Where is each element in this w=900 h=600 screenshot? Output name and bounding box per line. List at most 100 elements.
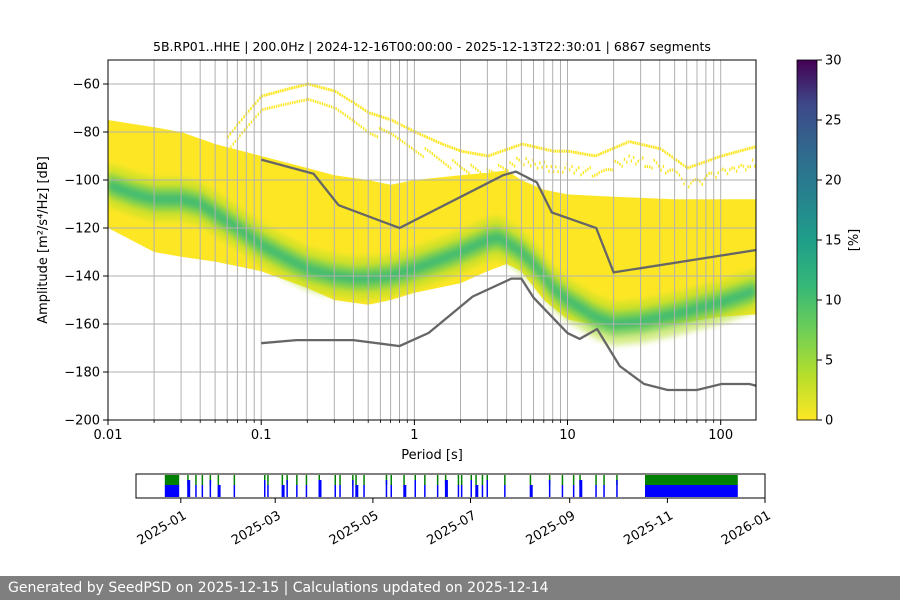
heatmap-sparse-cell bbox=[644, 165, 646, 169]
heatmap-sparse-cell bbox=[442, 142, 444, 146]
timeline-segment-tick bbox=[385, 480, 388, 497]
heatmap-sparse-cell bbox=[324, 103, 326, 107]
heatmap-sparse-cell bbox=[671, 155, 673, 159]
heatmap-sparse-cell bbox=[376, 135, 378, 139]
heatmap-sparse-cell bbox=[716, 155, 719, 159]
heatmap-sparse-cell bbox=[737, 149, 740, 153]
heatmap-sparse-cell bbox=[648, 144, 650, 148]
heatmap-sparse-cell bbox=[517, 143, 520, 147]
heatmap-sparse-cell bbox=[500, 165, 502, 169]
heatmap-sparse-cell bbox=[545, 148, 547, 151]
heatmap-sparse-cell bbox=[243, 128, 246, 132]
heatmap-sparse-cell bbox=[581, 152, 584, 156]
heatmap-sparse-cell bbox=[642, 156, 644, 160]
heatmap-sparse-cell bbox=[539, 161, 541, 165]
heatmap-sparse-cell bbox=[362, 107, 364, 111]
heatmap-sparse-cell bbox=[346, 115, 349, 119]
heatmap-sparse-cell bbox=[484, 174, 486, 178]
timeline-availability-tick bbox=[436, 475, 439, 485]
timeline-availability-tick bbox=[457, 475, 460, 485]
heatmap-sparse-cell bbox=[579, 151, 582, 155]
timeline-tick-label: 2026-01 bbox=[719, 508, 774, 548]
heatmap-sparse-cell bbox=[477, 169, 479, 172]
colorbar-tick-label: 25 bbox=[825, 114, 842, 129]
heatmap-sparse-cell bbox=[733, 151, 735, 155]
heatmap-sparse-cell bbox=[229, 132, 232, 136]
heatmap-sparse-cell bbox=[655, 161, 658, 165]
heatmap-sparse-cell bbox=[234, 139, 237, 143]
timeline-segment-tick bbox=[264, 480, 266, 497]
heatmap-sparse-cell bbox=[452, 158, 454, 162]
heatmap-sparse-cell bbox=[620, 143, 623, 147]
x-tick-label: 100 bbox=[708, 428, 733, 443]
heatmap-sparse-cell bbox=[646, 165, 649, 168]
heatmap-sparse-cell bbox=[279, 89, 282, 93]
heatmap-sparse-cell bbox=[268, 92, 271, 96]
heatmap-sparse-cell bbox=[321, 86, 323, 90]
heatmap-sparse-cell bbox=[227, 135, 229, 139]
timeline-segment-tick bbox=[296, 485, 298, 497]
heatmap-sparse-cell bbox=[689, 165, 692, 169]
heatmap-sparse-cell bbox=[375, 113, 378, 117]
heatmap-sparse-cell bbox=[243, 115, 245, 119]
heatmap-sparse-cell bbox=[411, 146, 413, 150]
heatmap-sparse-cell bbox=[378, 114, 380, 118]
heatmap-sparse-cell bbox=[262, 108, 264, 112]
timeline-axis: 2025-01 2025-03 2025-05 2025-07 2025-09 2025-… bbox=[135, 498, 774, 548]
heatmap-sparse-cell bbox=[708, 172, 710, 175]
heatmap-sparse-cell bbox=[303, 98, 305, 102]
heatmap-sparse-cell bbox=[474, 152, 477, 156]
heatmap-sparse-cell bbox=[461, 166, 463, 170]
heatmap-sparse-cell bbox=[492, 152, 495, 156]
heatmap-sparse-cell bbox=[742, 164, 745, 168]
heatmap-sparse-cell bbox=[314, 100, 317, 104]
heatmap-sparse-cell bbox=[699, 179, 701, 183]
heatmap-sparse-cell bbox=[555, 165, 557, 169]
heatmap-sparse-cell bbox=[575, 151, 577, 154]
heatmap-sparse-cell bbox=[259, 110, 262, 114]
heatmap-sparse-cell bbox=[511, 162, 514, 166]
timeline-segment-tick bbox=[470, 480, 472, 497]
heatmap-sparse-cell bbox=[426, 135, 428, 139]
heatmap-sparse-cell bbox=[501, 149, 504, 153]
heatmap-sparse-cell bbox=[671, 168, 674, 172]
heatmap-sparse-cell bbox=[330, 105, 333, 109]
heatmap-sparse-cell bbox=[257, 112, 259, 116]
heatmap-sparse-cell bbox=[463, 168, 465, 172]
timeline-segment-tick bbox=[187, 480, 191, 497]
heatmap-sparse-cell bbox=[536, 166, 539, 170]
heatmap-sparse-cell bbox=[327, 88, 330, 91]
heatmap-sparse-cell bbox=[449, 166, 452, 170]
heatmap-sparse-cell bbox=[295, 85, 298, 89]
timeline-segment-tick bbox=[217, 485, 221, 497]
heatmap-sparse-cell bbox=[524, 143, 527, 147]
heatmap-sparse-cell bbox=[594, 174, 596, 177]
heatmap-sparse-cell bbox=[264, 107, 266, 111]
heatmap-sparse-cell bbox=[447, 164, 449, 168]
heatmap-sparse-cell bbox=[369, 111, 371, 115]
heatmap-sparse-cell bbox=[373, 113, 376, 116]
heatmap-sparse-cell bbox=[446, 144, 449, 148]
timeline-tick-label: 2025-07 bbox=[424, 508, 479, 548]
heatmap-sparse-cell bbox=[399, 138, 401, 142]
heatmap-sparse-cell bbox=[625, 141, 628, 145]
heatmap-sparse-cell bbox=[481, 172, 484, 176]
heatmap-sparse-cell bbox=[595, 154, 598, 157]
heatmap-sparse-cell bbox=[698, 162, 701, 166]
timeline-tick-label: 2025-05 bbox=[327, 508, 382, 548]
heatmap-sparse-cell bbox=[465, 169, 468, 173]
y-tick-label: −140 bbox=[64, 270, 100, 285]
heatmap-sparse-cell bbox=[475, 167, 477, 171]
heatmap-sparse-cell bbox=[669, 168, 671, 172]
colorbar-tick-label: 10 bbox=[825, 294, 842, 309]
timeline-tick-label: 2025-01 bbox=[135, 508, 190, 548]
heatmap-sparse-cell bbox=[424, 147, 427, 150]
heatmap-sparse-cell bbox=[380, 115, 383, 119]
heatmap-sparse-cell bbox=[523, 163, 525, 167]
heatmap-sparse-cell bbox=[584, 152, 586, 156]
grid bbox=[107, 60, 756, 421]
heatmap-sparse-cell bbox=[665, 171, 667, 175]
heatmap-sparse-cell bbox=[573, 171, 575, 175]
heatmap-sparse-cell bbox=[240, 118, 243, 122]
heatmap-sparse-cell bbox=[325, 87, 328, 91]
